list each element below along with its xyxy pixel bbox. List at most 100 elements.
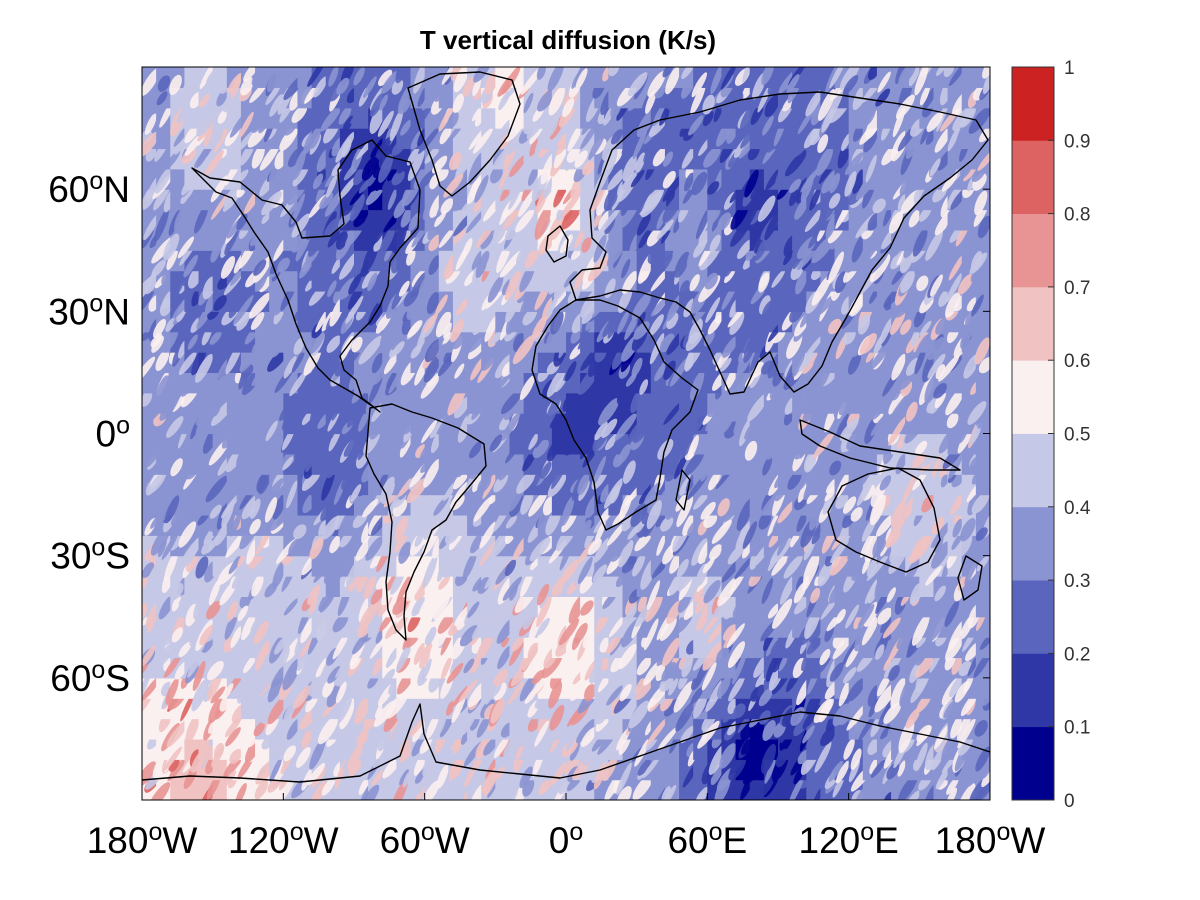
field-streak [788, 775, 804, 800]
field-streak [820, 725, 838, 747]
field-streak [817, 653, 833, 675]
field-streak [838, 735, 848, 754]
map-panel [141, 66, 991, 801]
field-streak [459, 625, 479, 647]
field-streak [308, 596, 318, 615]
field-streak [574, 622, 588, 644]
field-streak [283, 745, 297, 762]
field-streak [283, 704, 294, 724]
field-streak [321, 776, 336, 796]
field-streak [869, 757, 880, 775]
field-streak [861, 614, 880, 646]
field-streak [802, 704, 822, 729]
field-streak [925, 615, 947, 645]
field-streak [843, 738, 855, 760]
field-streak [447, 679, 461, 703]
field-streak [898, 774, 918, 800]
field-streak [733, 703, 746, 719]
field-streak [606, 633, 622, 655]
field-streak [301, 767, 314, 791]
field-streak [690, 687, 704, 704]
field-streak [957, 783, 976, 800]
field-streak [307, 762, 326, 786]
field-streak [934, 725, 949, 750]
field-streak [661, 784, 677, 800]
field-streak [616, 786, 632, 800]
field-streak [167, 757, 187, 782]
field-streak [286, 718, 301, 740]
field-streak [236, 644, 247, 659]
field-streak [707, 620, 726, 644]
field-streak [348, 759, 362, 777]
field-streak [250, 613, 264, 633]
field-streak [850, 748, 862, 771]
field-streak [661, 661, 677, 682]
field-streak [476, 714, 491, 738]
field-streak [717, 676, 731, 698]
field-streak [943, 699, 957, 719]
field-streak [632, 773, 654, 800]
field-streak [619, 683, 632, 702]
field-streak [206, 660, 224, 681]
field-streak [511, 635, 525, 652]
field-streak [954, 681, 970, 703]
field-streak [190, 744, 212, 773]
field-streak [326, 684, 342, 708]
field-streak [565, 719, 584, 751]
field-streak [549, 704, 565, 731]
field-streak [781, 707, 796, 727]
field-streak [163, 653, 182, 678]
field-streak [946, 776, 960, 795]
field-streak [332, 613, 349, 633]
field-streak [421, 658, 432, 682]
field-streak [899, 676, 914, 707]
field-streak [300, 616, 315, 644]
field-streak [835, 760, 850, 784]
field-streak [979, 628, 990, 650]
field-streak [833, 727, 846, 745]
field-streak [308, 675, 323, 697]
field-streak [702, 641, 724, 671]
field-streak [701, 662, 717, 691]
field-streak [353, 675, 369, 697]
field-streak [210, 631, 228, 664]
field-streak [890, 677, 907, 709]
field-streak [165, 678, 179, 705]
field-streak [930, 744, 947, 770]
field-streak [436, 626, 449, 647]
field-streak [505, 788, 518, 800]
field-streak [589, 666, 601, 684]
field-streak [541, 651, 563, 679]
field-streak [742, 764, 760, 785]
field-streak [548, 680, 563, 709]
field-streak [538, 779, 552, 795]
field-streak [402, 771, 411, 788]
field-streak [662, 637, 680, 667]
field-streak [576, 717, 598, 744]
field-streak [142, 697, 159, 730]
field-streak [610, 721, 627, 754]
field-streak [397, 706, 412, 727]
field-streak [493, 682, 507, 701]
field-streak [339, 697, 355, 730]
field-streak [422, 780, 440, 800]
field-streak [230, 626, 243, 648]
field-streak [463, 658, 475, 674]
field-streak [897, 760, 906, 777]
field-streak [191, 678, 209, 712]
field-streak [608, 713, 628, 739]
field-streak [896, 624, 917, 650]
field-streak [775, 748, 789, 768]
field-streak [874, 644, 885, 660]
field-streak [974, 720, 988, 737]
field-streak [962, 769, 978, 788]
field-streak [458, 679, 478, 703]
field-streak [356, 726, 371, 747]
field-streak [616, 762, 632, 796]
field-streak [271, 604, 287, 629]
field-streak [719, 743, 737, 769]
field-streak [490, 698, 505, 724]
field-streak [163, 746, 183, 772]
field-streak [981, 764, 990, 788]
